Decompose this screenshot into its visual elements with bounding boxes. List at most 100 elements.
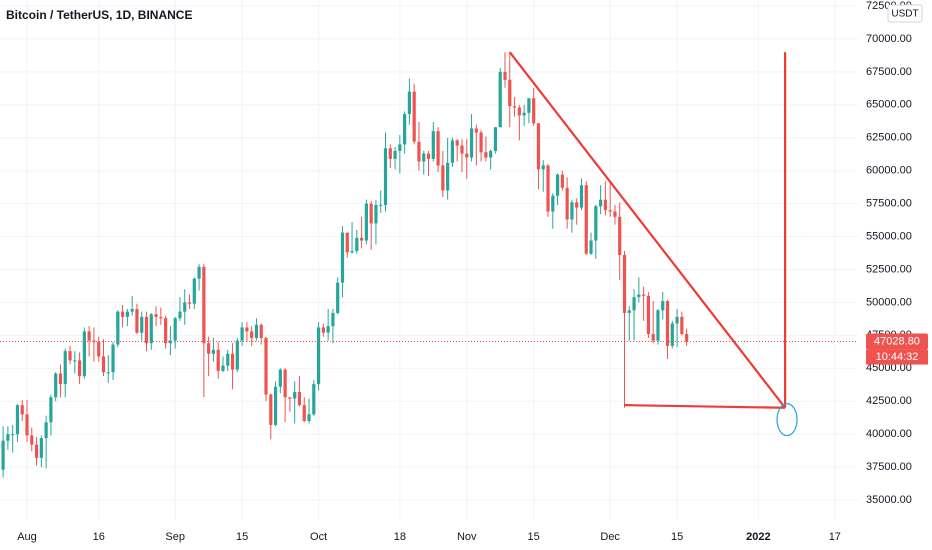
candle-body [216, 349, 220, 371]
candle-body [618, 216, 622, 255]
candle-body [273, 386, 278, 425]
candle-body [364, 203, 368, 241]
last-price-box [866, 333, 928, 350]
candle-body [30, 435, 34, 445]
candle-body [87, 331, 91, 341]
candle-body [579, 185, 584, 208]
candle-body [283, 369, 287, 398]
candle-body [584, 185, 588, 254]
y-tick-label: 60000.00 [866, 165, 912, 177]
candle-body [632, 297, 636, 311]
candle-body [240, 327, 244, 341]
candle-body [245, 327, 249, 332]
y-tick-label: 35000.00 [866, 494, 912, 506]
candle-body [11, 434, 15, 436]
candle-body [15, 405, 20, 435]
candle-body [44, 422, 48, 439]
candle-body [326, 326, 330, 333]
candle-body [235, 340, 239, 370]
candle-body [293, 391, 297, 399]
x-tick-label: Oct [310, 531, 327, 543]
candle-body [149, 314, 153, 344]
candle-body [637, 294, 641, 298]
candle-body [164, 318, 168, 344]
x-tick-label: Aug [17, 531, 37, 543]
candle-body [398, 144, 402, 151]
candle-body [49, 397, 53, 423]
candle-body [54, 373, 58, 398]
candle-body [211, 349, 216, 354]
y-tick-label: 45000.00 [866, 362, 912, 374]
candle-body [302, 405, 306, 421]
currency-label[interactable]: USDT [891, 9, 918, 20]
candle-body [340, 232, 345, 283]
candle-body [34, 444, 39, 458]
candle-body [646, 295, 650, 335]
y-tick-label: 42500.00 [866, 395, 912, 407]
y-tick-label: 65000.00 [866, 99, 912, 111]
candle-body [221, 365, 225, 371]
x-tick-label: 15 [671, 531, 683, 543]
plot-area [0, 51, 858, 478]
candle-body [336, 282, 340, 313]
candle-body [379, 204, 383, 206]
candle-body [250, 331, 254, 338]
y-tick-label: 50000.00 [866, 296, 912, 308]
candle-body [25, 414, 29, 436]
y-tick-label: 57500.00 [866, 198, 912, 210]
candle-body [522, 112, 526, 116]
candle-body [446, 162, 450, 191]
candle-body [589, 240, 593, 254]
candle-body [187, 302, 192, 304]
trend-drawing [508, 51, 786, 409]
x-tick-label: 15 [236, 531, 248, 543]
candle-body [307, 414, 311, 421]
candle-body [450, 140, 455, 163]
candle-body [178, 311, 182, 319]
candle-body [73, 360, 77, 362]
candle-body [489, 150, 493, 158]
candle-body [546, 165, 550, 212]
candle-body [441, 165, 445, 191]
candle-body [183, 302, 187, 312]
candle-body [140, 316, 144, 333]
candle-body [555, 174, 560, 196]
candle-body [226, 353, 230, 366]
candle-body [288, 397, 292, 399]
y-tick-label: 62500.00 [866, 132, 912, 144]
candle-body [192, 278, 196, 304]
y-tick-label: 67500.00 [866, 66, 912, 78]
candle-body [661, 301, 665, 311]
candle-body [479, 132, 483, 153]
candle-body [259, 324, 263, 338]
candle-body [297, 391, 302, 406]
candle-body [121, 311, 125, 317]
candle-body [675, 316, 679, 324]
marker-ellipse [776, 403, 798, 437]
candle-body [570, 202, 574, 220]
candle-body [465, 153, 469, 158]
candle-body [670, 323, 674, 346]
candle-body [144, 316, 149, 344]
currency-box[interactable] [887, 4, 923, 23]
candle-body [651, 334, 655, 341]
candle-body [417, 141, 421, 162]
candle-body [393, 150, 397, 159]
candle-body [527, 98, 531, 113]
candle-body [130, 308, 134, 312]
candle-body [565, 187, 569, 220]
countdown-label: 10:44:32 [876, 351, 919, 363]
candle-body [685, 334, 689, 342]
candle-body [355, 237, 359, 252]
candle-body [680, 316, 684, 335]
candle-body [159, 316, 163, 319]
candle-body [111, 344, 115, 373]
x-tick-label: Sep [165, 531, 185, 543]
candle-body [374, 204, 378, 224]
candle-body [101, 356, 106, 373]
candle-body [331, 312, 335, 327]
candle-body [541, 165, 545, 170]
candle-body [608, 210, 612, 212]
candle-body [517, 107, 521, 116]
